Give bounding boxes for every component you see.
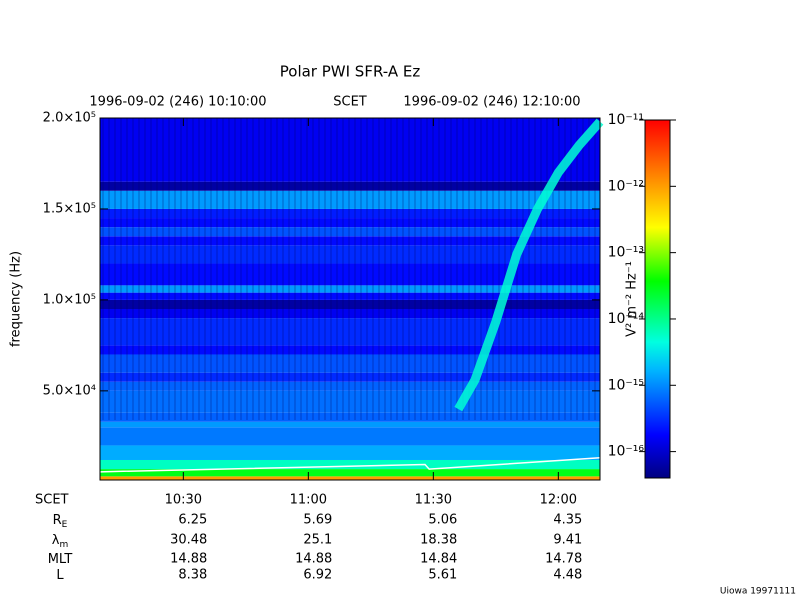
colorbar-tick-label: 10⁻¹⁶ [608,444,645,460]
ephemeris-row-label: L [56,568,64,583]
spectrogram [99,118,604,480]
plot-frame [99,117,601,481]
colorbar [644,119,671,479]
x-tick-label: 10:30 [165,493,202,508]
frequency-band [100,218,600,228]
frequency-band [100,292,600,300]
frequency-band [100,427,600,446]
ephemeris-value: 14.78 [545,552,582,567]
y-tick-label: 2.0×10⁵ [43,111,96,126]
frequency-band [100,299,600,310]
frequency-band [100,190,600,209]
frequency-band [100,345,600,355]
colorbar-tick-label: 10⁻¹² [608,178,644,194]
colorbar-tick-label: 10⁻¹³ [608,245,644,261]
x-tick-label: 12:00 [540,493,577,508]
frequency-band [100,181,600,191]
ephemeris-label: SCET [35,493,69,508]
colorbar-tick-label: 10⁻¹⁴ [608,311,645,327]
frequency-band [100,318,600,346]
frequency-band [100,421,600,428]
row-label-sub: E [62,520,68,530]
ephemeris-value: 25.1 [303,533,332,548]
row-label: λ [52,533,60,548]
row-label: R [53,513,62,528]
frequency-band [100,459,600,470]
row-label: MLT [48,552,73,567]
row-label-sub: m [59,540,68,550]
ephemeris-value: 6.25 [178,513,207,528]
ephemeris-value: 14.88 [170,552,207,567]
frequency-band [100,309,600,319]
frequency-band [100,245,600,264]
colorbar-tick-label: 10⁻¹¹ [608,112,644,128]
ephemeris-value: 8.38 [178,568,207,583]
y-tick-label: 5.0×10⁴ [43,383,96,398]
frequency-band [100,236,600,246]
ephemeris-value: 5.69 [303,513,332,528]
ephemeris-row-label: λm [52,533,68,550]
frequency-band [100,445,600,460]
frequency-band [100,227,600,237]
ephemeris-row-label: RE [53,513,68,530]
ephemeris-value: 14.84 [420,552,457,567]
ephemeris-value: 5.06 [428,513,457,528]
colorbar-label: V² m⁻² Hz⁻¹ [625,261,640,337]
frequency-band [100,208,600,219]
ephemeris-value: 6.92 [303,568,332,583]
ephemeris-value: 30.48 [170,533,207,548]
ephemeris-value: 5.61 [428,568,457,583]
emission [454,118,604,412]
y-tick-label: 1.5×10⁵ [43,201,96,216]
y-tick-label: 1.0×10⁵ [43,292,96,307]
ephemeris-value: 9.41 [553,533,582,548]
start-label: 1996-09-02 (246) 10:10:00 [89,95,266,110]
y-axis-label: frequency (Hz) [9,251,24,347]
chart-title: Polar PWI SFR-A Ez [280,63,421,81]
frequency-band [100,263,600,286]
frequency-band [100,285,600,293]
colorbar-tick-label: 10⁻¹⁵ [608,377,644,393]
ephemeris-value: 18.38 [420,533,457,548]
frequency-band [100,476,600,480]
frequency-band [100,469,600,477]
ephemeris-value: 14.88 [295,552,332,567]
x-tick-label: 11:00 [290,493,327,508]
x-tick-label: 11:30 [415,493,452,508]
frequency-band [100,381,600,391]
white-line [99,457,601,473]
center-label: SCET [333,95,367,110]
frequency-band [100,390,600,413]
ephemeris-value: 4.48 [553,568,582,583]
row-label: L [56,568,64,583]
end-label: 1996-09-02 (246) 12:10:00 [403,95,580,110]
footer: Uiowa 19971111 [720,587,796,597]
frequency-band [100,372,600,382]
frequency-band [100,412,600,422]
ephemeris-row-label: MLT [48,552,73,567]
ephemeris-value: 4.35 [553,513,582,528]
frequency-band [100,118,600,182]
